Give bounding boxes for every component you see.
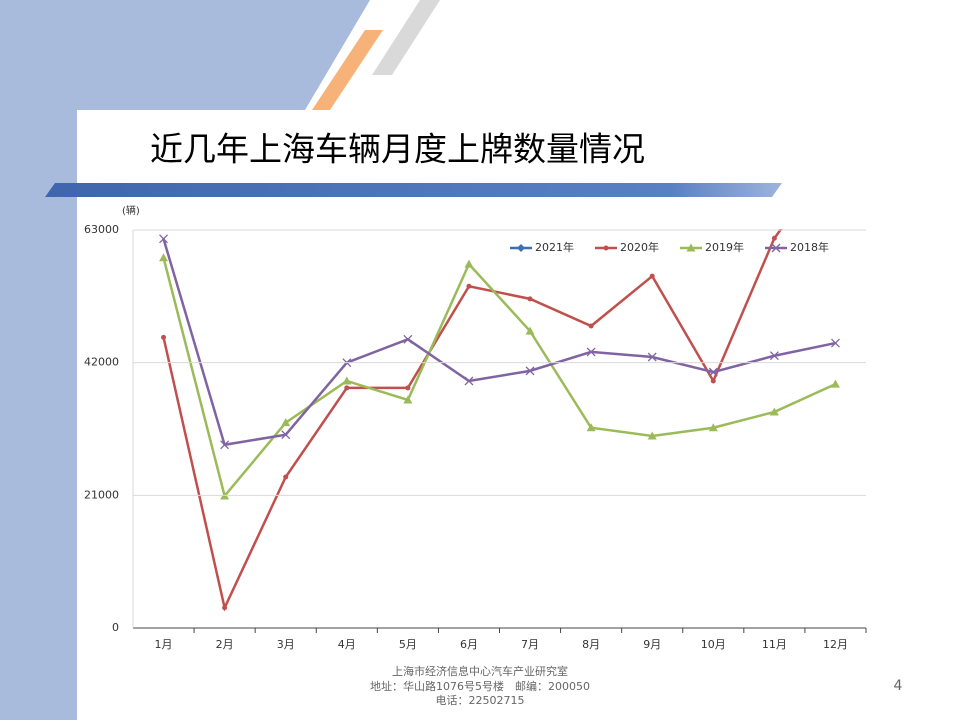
marker: [708, 367, 718, 377]
marker: [161, 334, 167, 340]
marker: [403, 395, 413, 404]
marker: [281, 418, 291, 427]
y-axis-label: (辆): [122, 204, 140, 217]
x-tick-label: 1月: [155, 638, 173, 651]
x-tick-label: 4月: [338, 638, 356, 651]
marker: [283, 474, 289, 480]
y-tick-label: 63000: [84, 223, 119, 236]
marker: [405, 385, 411, 391]
x-tick-label: 9月: [643, 638, 661, 651]
marker: [686, 243, 696, 252]
title: 近几年上海车辆月度上牌数量情况: [150, 130, 645, 169]
marker: [281, 430, 291, 440]
x-tick-label: 10月: [701, 638, 726, 651]
x-tick-label: 11月: [762, 638, 787, 651]
marker: [222, 605, 228, 611]
marker: [769, 351, 779, 361]
marker: [342, 376, 352, 385]
marker: [525, 366, 535, 376]
marker: [159, 234, 169, 244]
y-tick-label: 0: [112, 621, 119, 634]
x-tick-label: 8月: [582, 638, 600, 651]
marker: [830, 338, 840, 348]
series-line: [162, 257, 836, 499]
decor-gray: [372, 0, 440, 75]
legend-label: 2019年: [705, 240, 744, 254]
decor-orange: [312, 30, 383, 110]
x-tick-label: 2月: [216, 638, 234, 651]
marker: [710, 378, 716, 384]
page-number: 4: [894, 678, 903, 694]
marker: [588, 323, 594, 329]
marker: [466, 283, 472, 289]
legend-label: 2018年: [790, 240, 829, 254]
footer-line: 电话：22502715: [436, 694, 525, 707]
marker: [771, 243, 781, 253]
marker: [771, 235, 777, 241]
marker: [464, 259, 474, 268]
marker: [649, 273, 655, 279]
y-tick-label: 21000: [84, 488, 119, 501]
series-line: [162, 238, 836, 447]
card: [77, 110, 960, 720]
legend-label: 2020年: [620, 240, 659, 254]
x-tick-label: 3月: [277, 638, 295, 651]
x-tick-label: 7月: [521, 638, 539, 651]
marker: [830, 379, 840, 388]
marker: [647, 431, 657, 440]
marker: [708, 423, 718, 432]
legend-label: 2021年: [535, 240, 574, 254]
marker: [464, 376, 474, 386]
plot: [159, 229, 840, 612]
series-line: [162, 229, 783, 612]
marker: [527, 296, 533, 302]
footer-line: 地址：华山路1076号5号楼 邮编：200050: [370, 679, 590, 693]
marker: [647, 352, 657, 362]
marker: [159, 253, 169, 262]
marker: [586, 347, 596, 357]
marker: [344, 385, 350, 391]
x-tick-label: 6月: [460, 638, 478, 651]
y-tick-label: 42000: [84, 356, 119, 369]
marker: [525, 326, 535, 335]
marker: [220, 440, 230, 450]
marker: [603, 245, 609, 251]
marker: [769, 407, 779, 416]
x-tick-label: 12月: [823, 638, 848, 651]
marker: [517, 244, 525, 252]
decor-blue: [0, 0, 370, 720]
marker: [403, 334, 413, 344]
footer-line: 上海市经济信息中心汽车产业研究室: [392, 664, 568, 678]
marker: [586, 423, 596, 432]
title-bar: [45, 183, 782, 197]
x-tick-label: 5月: [399, 638, 417, 651]
